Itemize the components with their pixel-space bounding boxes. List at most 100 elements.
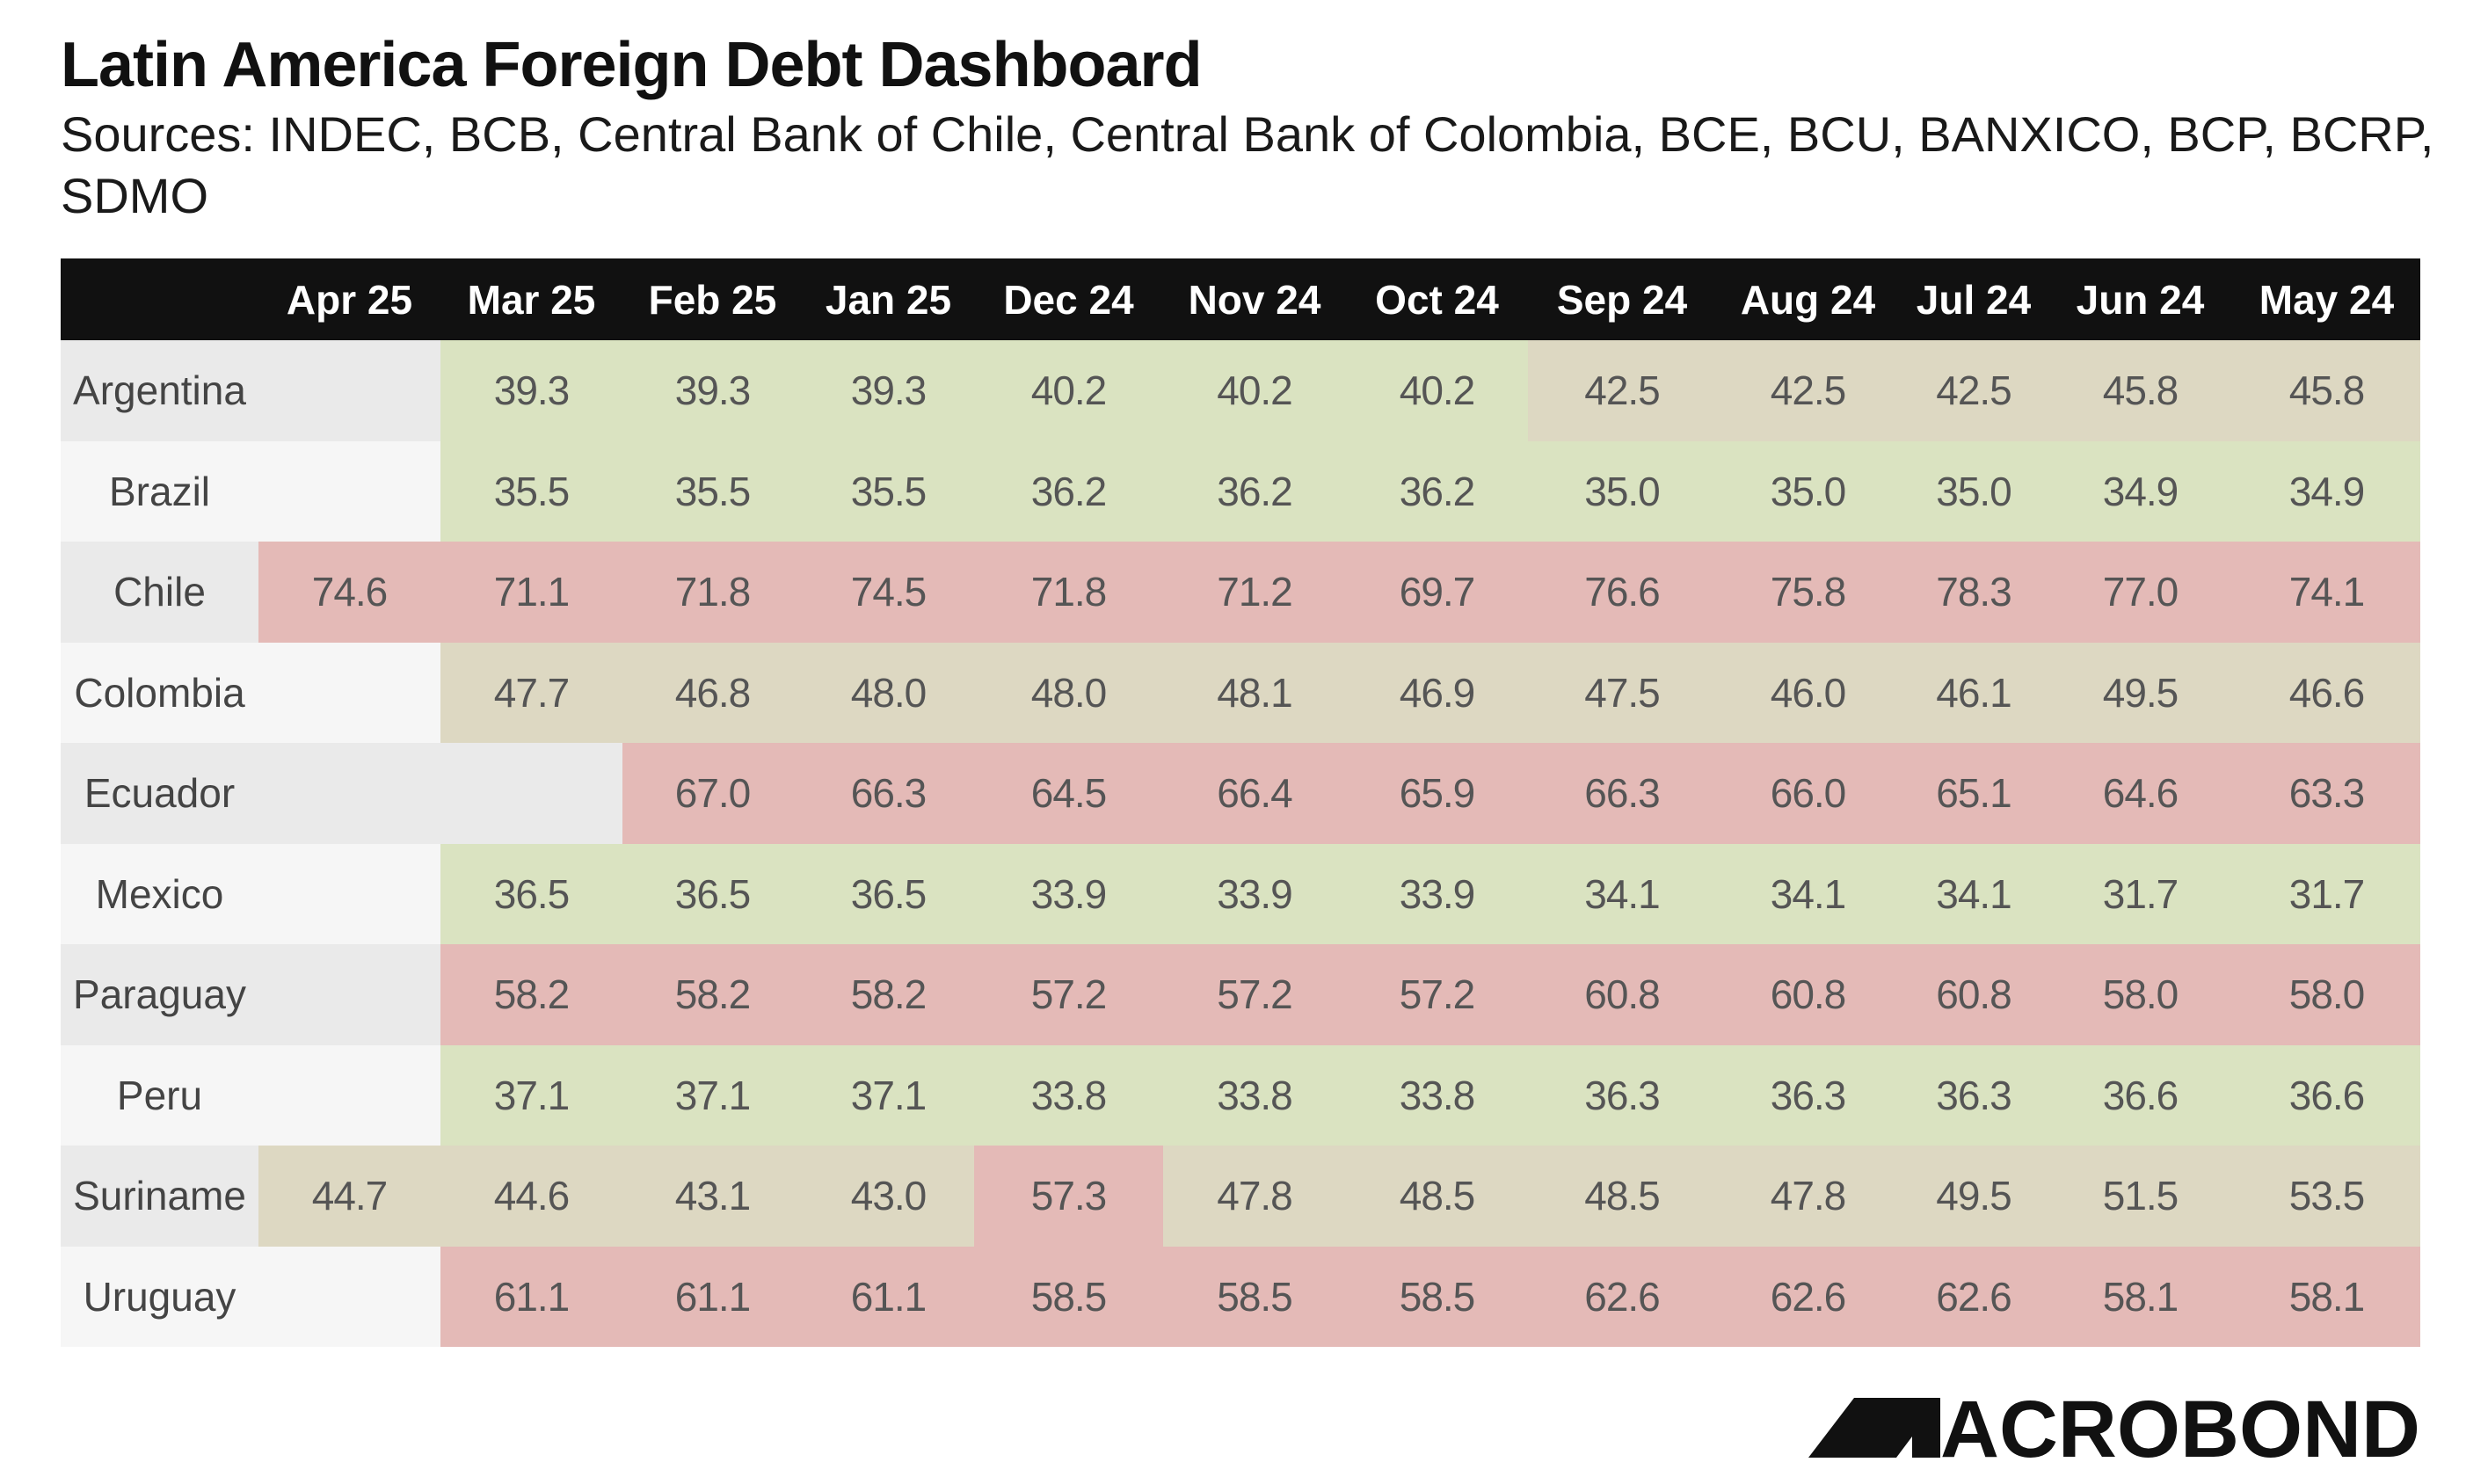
table-row: Chile 74.6 71.1 71.8 74.5 71.8 71.2 69.7 76.6 75.… <box>61 542 2420 643</box>
value-cell: 36.6 <box>2048 1044 2233 1146</box>
column-header: Feb 25 <box>648 276 777 323</box>
value-cell: 36.2 <box>974 440 1163 542</box>
sources-subtitle: Sources: INDEC, BCB, Central Bank of Chi… <box>61 106 2434 223</box>
value-cell: 78.3 <box>1900 542 2048 643</box>
value-cell: 46.6 <box>2233 642 2420 743</box>
row-label: Uruguay <box>61 1246 258 1347</box>
value-cell: 35.0 <box>1900 440 2048 542</box>
value-cell: 36.5 <box>622 843 803 944</box>
value-cell: 36.2 <box>1346 440 1528 542</box>
value-cell: 40.2 <box>1163 340 1346 441</box>
table-body: Argentina 39.3 39.3 39.3 40.2 40.2 40.2 42.5 42.… <box>61 340 2420 1347</box>
value-cell: 60.8 <box>1716 944 1900 1045</box>
value-cell: 42.5 <box>1716 340 1900 441</box>
value-cell: 33.8 <box>1163 1044 1346 1146</box>
value-cell: 37.1 <box>440 1044 622 1146</box>
value-cell: 48.0 <box>803 642 974 743</box>
row-label: Argentina <box>61 340 258 441</box>
value-cell: 74.1 <box>2233 542 2420 643</box>
value-cell: 58.5 <box>974 1246 1163 1347</box>
column-header: Nov 24 <box>1188 276 1321 323</box>
value-cell: 48.5 <box>1528 1146 1716 1247</box>
value-cell: 34.1 <box>1900 843 2048 944</box>
value-cell: 33.8 <box>974 1044 1163 1146</box>
value-cell: 74.6 <box>258 542 440 643</box>
value-cell: 60.8 <box>1528 944 1716 1045</box>
page-title: Latin America Foreign Debt Dashboard <box>61 30 1203 100</box>
value-cell: 42.5 <box>1528 340 1716 441</box>
value-cell: 63.3 <box>2233 743 2420 844</box>
value-cell: 62.6 <box>1900 1246 2048 1347</box>
value-cell: 60.8 <box>1900 944 2048 1045</box>
value-cell: 67.0 <box>622 743 803 844</box>
value-cell: 39.3 <box>803 340 974 441</box>
value-cell: 48.5 <box>1346 1146 1528 1247</box>
value-cell: 61.1 <box>622 1246 803 1347</box>
value-cell: 35.0 <box>1716 440 1900 542</box>
value-cell: 64.6 <box>2048 743 2233 844</box>
value-cell: 37.1 <box>803 1044 974 1146</box>
value-cell <box>258 340 440 441</box>
value-cell: 53.5 <box>2233 1146 2420 1247</box>
column-header: Aug 24 <box>1740 276 1876 323</box>
value-cell: 47.8 <box>1163 1146 1346 1247</box>
table-row: Suriname 44.7 44.6 43.1 43.0 57.3 47.8 48.5 48.5… <box>61 1146 2420 1247</box>
value-cell: 51.5 <box>2048 1146 2233 1247</box>
value-cell: 62.6 <box>1716 1246 1900 1347</box>
value-cell: 71.2 <box>1163 542 1346 643</box>
value-cell: 66.3 <box>1528 743 1716 844</box>
value-cell: 43.0 <box>803 1146 974 1247</box>
table-row: Mexico 36.5 36.5 36.5 33.9 33.9 33.9 34.1 34.1 34… <box>61 843 2420 944</box>
value-cell: 48.1 <box>1163 642 1346 743</box>
table-header: Apr 25 Mar 25 Feb 25 Jan 25 Dec 24 Nov 24 Oct … <box>61 258 2420 340</box>
value-cell: 37.1 <box>622 1044 803 1146</box>
value-cell: 34.1 <box>1716 843 1900 944</box>
value-cell: 36.6 <box>2233 1044 2420 1146</box>
value-cell: 61.1 <box>440 1246 622 1347</box>
value-cell: 33.9 <box>1163 843 1346 944</box>
value-cell: 36.3 <box>1900 1044 2048 1146</box>
value-cell <box>258 642 440 743</box>
value-cell: 34.9 <box>2048 440 2233 542</box>
value-cell: 58.1 <box>2233 1246 2420 1347</box>
column-header: Jan 25 <box>825 276 952 323</box>
value-cell: 33.9 <box>974 843 1163 944</box>
value-cell <box>258 944 440 1045</box>
value-cell <box>440 743 622 844</box>
value-cell: 36.3 <box>1716 1044 1900 1146</box>
value-cell: 45.8 <box>2048 340 2233 441</box>
row-label: Chile <box>61 542 258 643</box>
row-label: Suriname <box>61 1146 258 1247</box>
value-cell: 35.5 <box>440 440 622 542</box>
row-label: Ecuador <box>61 743 258 844</box>
value-cell: 46.8 <box>622 642 803 743</box>
value-cell: 58.0 <box>2048 944 2233 1045</box>
column-header: Sep 24 <box>1556 276 1688 323</box>
table-row: Colombia 47.7 46.8 48.0 48.0 48.1 46.9 47.5 46.0… <box>61 642 2420 743</box>
table-row: Uruguay 61.1 61.1 61.1 58.5 58.5 58.5 62.6 62.6 6… <box>61 1246 2420 1347</box>
value-cell: 49.5 <box>1900 1146 2048 1247</box>
value-cell: 57.2 <box>1163 944 1346 1045</box>
value-cell: 71.8 <box>622 542 803 643</box>
value-cell <box>258 843 440 944</box>
column-header: Dec 24 <box>1003 276 1134 323</box>
svg-text:ACROBOND: ACROBOND <box>1940 1396 2420 1459</box>
value-cell: 75.8 <box>1716 542 1900 643</box>
value-cell: 40.2 <box>974 340 1163 441</box>
row-label: Mexico <box>61 843 258 944</box>
value-cell: 71.1 <box>440 542 622 643</box>
value-cell: 39.3 <box>440 340 622 441</box>
column-header: Apr 25 <box>286 276 413 323</box>
value-cell: 43.1 <box>622 1146 803 1247</box>
value-cell: 66.0 <box>1716 743 1900 844</box>
row-label: Brazil <box>61 440 258 542</box>
value-cell: 46.1 <box>1900 642 2048 743</box>
value-cell: 36.5 <box>803 843 974 944</box>
value-cell: 58.5 <box>1163 1246 1346 1347</box>
value-cell: 35.5 <box>803 440 974 542</box>
value-cell: 62.6 <box>1528 1246 1716 1347</box>
value-cell <box>258 1246 440 1347</box>
value-cell: 74.5 <box>803 542 974 643</box>
value-cell: 77.0 <box>2048 542 2233 643</box>
value-cell: 66.3 <box>803 743 974 844</box>
